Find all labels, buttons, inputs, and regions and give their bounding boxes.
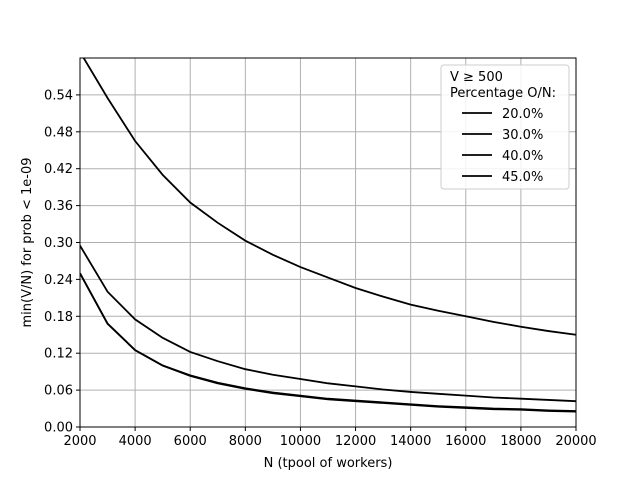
x-tick-label: 6000 bbox=[174, 434, 207, 449]
y-tick-label: 0.42 bbox=[44, 162, 73, 177]
legend-entry-label: 45.0% bbox=[502, 170, 543, 185]
x-tick-label: 14000 bbox=[390, 434, 431, 449]
legend-entry-label: 40.0% bbox=[502, 149, 543, 164]
y-axis-label: min(V/N) for prob < 1e-09 bbox=[20, 158, 35, 328]
legend: V ≥ 500 Percentage O/N: 20.0% 30.0% 40.0% 4… bbox=[440, 64, 570, 190]
y-tick-label: 0.12 bbox=[44, 347, 73, 362]
x-tick-label: 2000 bbox=[63, 434, 96, 449]
y-tick-label: 0.36 bbox=[44, 199, 73, 214]
x-tick-label: 20000 bbox=[555, 434, 596, 449]
series-line-20-0 bbox=[80, 272, 576, 413]
x-axis-label: N (tpool of workers) bbox=[264, 456, 393, 471]
legend-title-line2: Percentage O/N: bbox=[450, 86, 556, 101]
x-tick-label: 4000 bbox=[119, 434, 152, 449]
legend-entry-label: 20.0% bbox=[502, 107, 543, 122]
x-tick-label: 18000 bbox=[500, 434, 541, 449]
y-tick-label: 0.06 bbox=[44, 384, 73, 399]
series-line-30-0 bbox=[80, 272, 576, 412]
y-tick-label: 0.30 bbox=[44, 236, 73, 251]
legend-entries: 20.0% 30.0% 40.0% 45.0% bbox=[462, 107, 543, 185]
legend-entry-label: 30.0% bbox=[502, 128, 543, 143]
y-tick-label: 0.24 bbox=[44, 273, 73, 288]
x-tick-label: 12000 bbox=[335, 434, 376, 449]
x-tick-label: 10000 bbox=[280, 434, 321, 449]
y-tick-label: 0.00 bbox=[44, 421, 73, 436]
series-line-45-0 bbox=[82, 58, 576, 336]
series-line-40-0 bbox=[80, 245, 576, 403]
x-tick-label: 8000 bbox=[229, 434, 262, 449]
axis-ticks: 2000 4000 6000 8000 10000 12000 14000 16000 1800… bbox=[44, 88, 597, 449]
legend-box bbox=[440, 64, 570, 190]
y-tick-label: 0.18 bbox=[44, 310, 73, 325]
legend-title-line1: V ≥ 500 bbox=[450, 70, 503, 85]
series-lines bbox=[80, 58, 576, 413]
y-tick-label: 0.54 bbox=[44, 88, 73, 103]
y-tick-label: 0.48 bbox=[44, 125, 73, 140]
x-tick-label: 16000 bbox=[445, 434, 486, 449]
